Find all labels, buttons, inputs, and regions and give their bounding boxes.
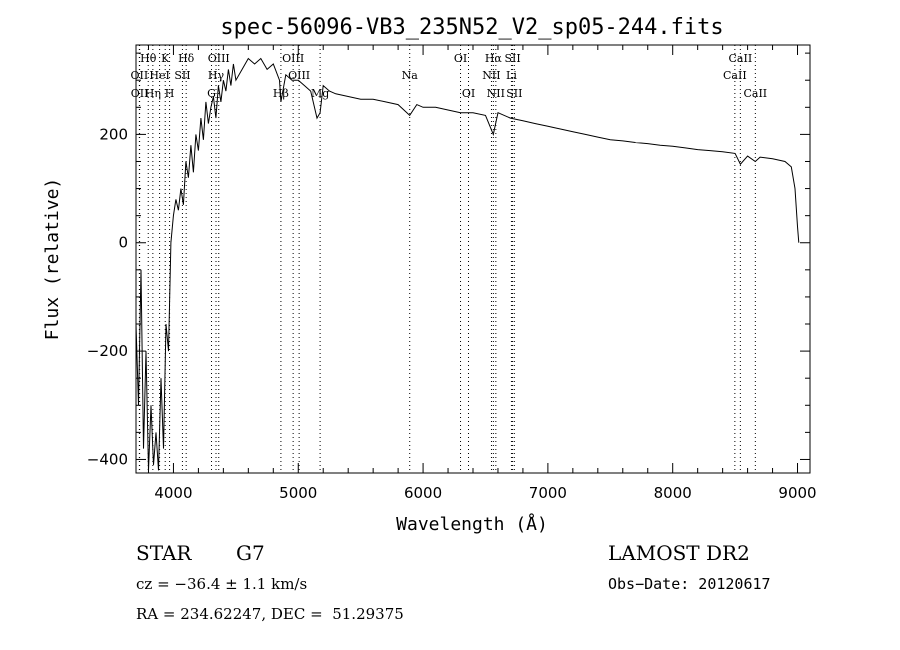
y-tick-label: −400 [87,450,128,468]
x-tick-label: 8000 [654,484,692,502]
line-label: OI [454,52,467,65]
line-label: Li [506,69,517,82]
line-label: OII [131,87,149,100]
line-label: OIII [208,52,230,65]
line-label: NII [487,87,505,100]
line-label: SII [504,52,520,65]
survey-label: LAMOST DR2 [608,541,750,565]
line-label: OII [131,69,149,82]
y-tick-label: 200 [99,125,128,143]
line-label: CaII [729,52,753,65]
line-label: Mg [311,87,329,100]
line-label: Hη [145,87,161,100]
class-label: STAR [136,541,192,565]
spectrum-line [135,57,800,471]
line-label: OI [462,87,475,100]
subclass-label: G7 [236,541,265,565]
x-tick-label: 5000 [279,484,317,502]
axes: 4000 5000 6000 7000 8000 9000 −400 −200 0 200 [87,45,817,502]
x-tick-label: 6000 [404,484,442,502]
line-label: NII [482,69,500,82]
cz-value: cz = −36.4 ± 1.1 km/s [136,575,308,593]
x-axis-label: Wavelength (Å) [396,513,548,535]
line-label: OIII [282,52,304,65]
y-tick-label: 0 [118,234,128,252]
line-label: K [161,52,170,65]
x-tick-label: 4000 [154,484,192,502]
line-label: Hθ [140,52,157,65]
line-label: Na [402,69,419,82]
x-tick-label: 9000 [778,484,816,502]
obs-date: Obs−Date: 20120617 [608,575,771,593]
line-label: G [207,87,216,100]
line-label: HeI [149,69,169,82]
line-label: Hβ [273,87,289,100]
line-label: Hγ [208,69,225,82]
coordinates: RA = 234.62247, DEC = 51.29375 [136,605,404,623]
line-label: Hδ [178,52,195,65]
line-label: SII [174,69,190,82]
y-tick-label: −200 [87,342,128,360]
line-label: Hα [485,52,503,65]
line-label: H [165,87,175,100]
line-label: OIII [288,69,310,82]
spectrum-plot [135,57,800,471]
y-axis-label: Flux (relative) [42,178,63,341]
line-label: SII [506,87,522,100]
plot-frame [135,44,811,474]
line-label: CaII [723,69,747,82]
x-tick-label: 7000 [529,484,567,502]
line-label: CaII [743,87,767,100]
chart-title: spec-56096-VB3_235N52_V2_sp05-244.fits [220,15,723,40]
